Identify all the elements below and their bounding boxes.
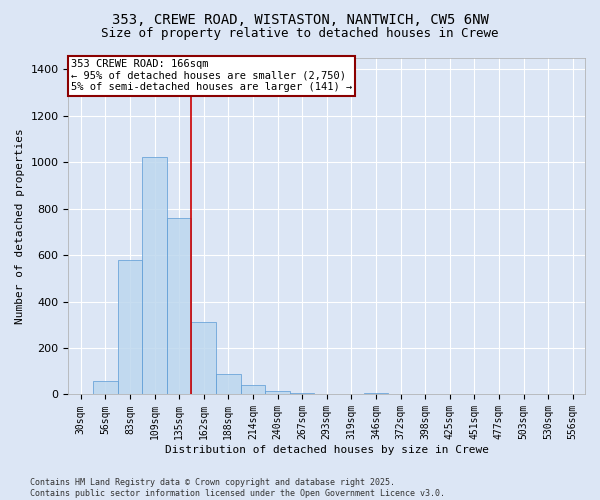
Text: 353 CREWE ROAD: 166sqm
← 95% of detached houses are smaller (2,750)
5% of semi-d: 353 CREWE ROAD: 166sqm ← 95% of detached… [71,59,352,92]
Text: Contains HM Land Registry data © Crown copyright and database right 2025.
Contai: Contains HM Land Registry data © Crown c… [30,478,445,498]
Bar [265,391,290,394]
Bar [191,322,216,394]
Bar [167,218,191,394]
Bar [93,380,118,394]
Bar [142,158,167,394]
Bar [118,260,142,394]
Text: 353, CREWE ROAD, WISTASTON, NANTWICH, CW5 6NW: 353, CREWE ROAD, WISTASTON, NANTWICH, CW… [112,12,488,26]
Bar [216,374,241,394]
Y-axis label: Number of detached properties: Number of detached properties [15,128,25,324]
Text: Size of property relative to detached houses in Crewe: Size of property relative to detached ho… [101,28,499,40]
X-axis label: Distribution of detached houses by size in Crewe: Distribution of detached houses by size … [165,445,489,455]
Bar [241,385,265,394]
Bar [364,393,388,394]
